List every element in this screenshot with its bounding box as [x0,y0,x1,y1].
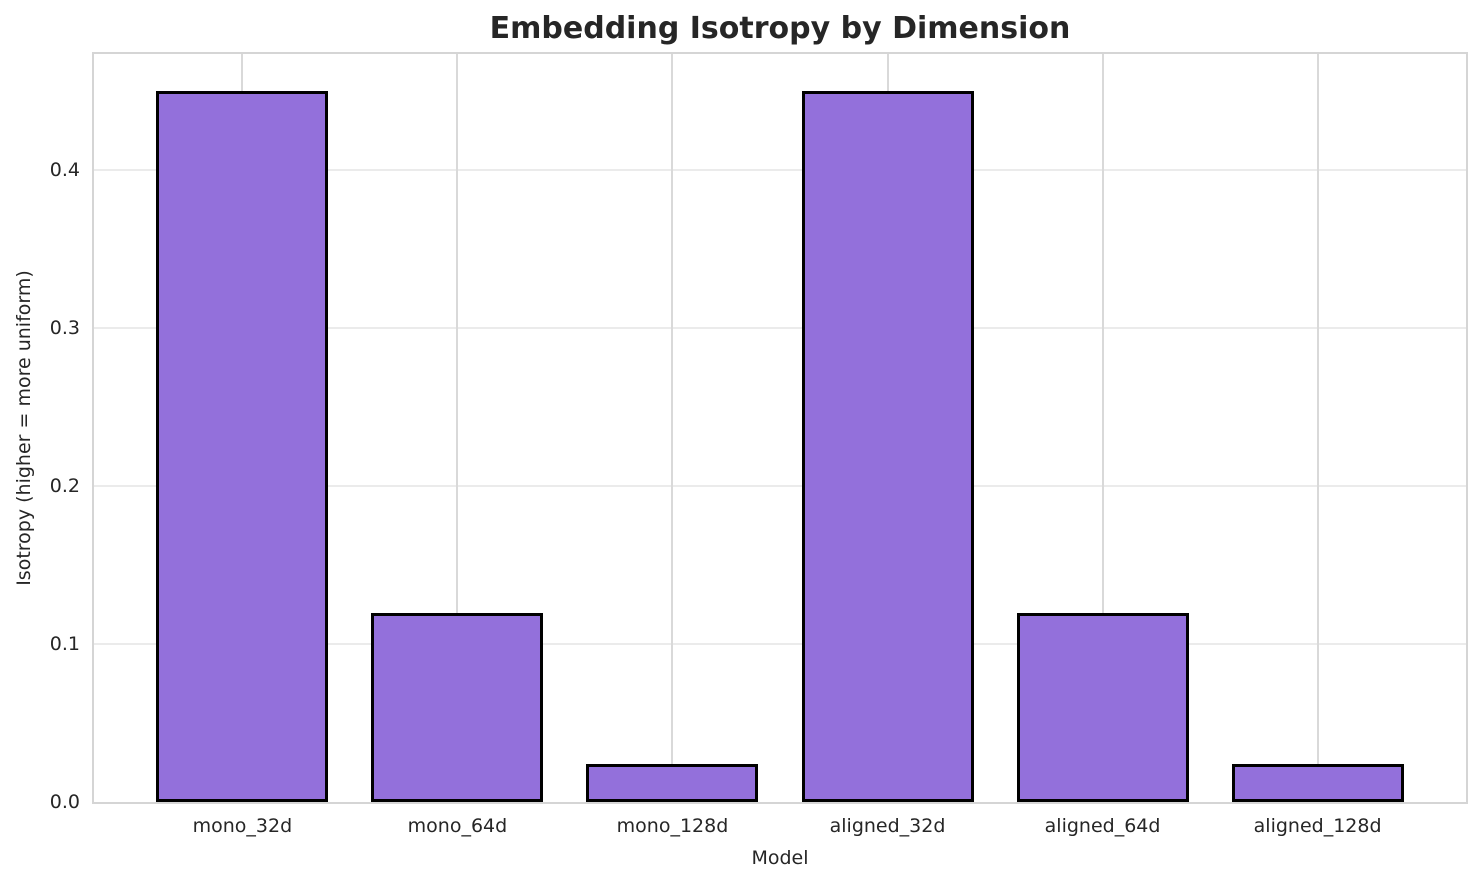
y-tick-label: 0.2 [49,475,80,498]
vertical-gridline [671,54,674,802]
x-tick-label-mono_32d: mono_32d [192,815,293,837]
y-axis-label: Isotropy (higher = more uniform) [13,270,35,586]
horizontal-gridline [94,169,1466,172]
bar-mono_128d [586,764,759,802]
horizontal-gridline [94,485,1466,488]
x-tick-label-mono_64d: mono_64d [407,815,508,837]
bar-aligned_32d [801,91,974,802]
plot-area: 0.0 0.1 0.2 0.3 0.4 mono_32d mono_64d mono_128d… [50,52,1468,837]
horizontal-gridline [94,643,1466,646]
y-tick-label: 0.0 [49,791,80,813]
bar-aligned_64d [1016,612,1189,802]
vertical-gridline [1316,54,1319,802]
bar-mono_64d [371,612,544,802]
vertical-gridline [1101,54,1104,802]
y-tick-label: 0.4 [49,159,80,182]
horizontal-gridline [94,327,1466,330]
x-tick-label-aligned_32d: aligned_32d [829,815,946,837]
x-tick-label-aligned_64d: aligned_64d [1044,815,1161,837]
x-axis-label: Model [751,847,809,869]
x-tick-label-mono_128d: mono_128d [616,815,729,837]
x-tick-label-aligned_128d: aligned_128d [1253,815,1382,837]
y-tick-label: 0.3 [49,317,80,340]
vertical-gridline [456,54,459,802]
y-tick-label: 0.1 [49,633,80,656]
bar-aligned_128d [1231,764,1404,802]
bar-mono_32d [156,91,329,802]
chart-title: Embedding Isotropy by Dimension [489,11,1071,46]
